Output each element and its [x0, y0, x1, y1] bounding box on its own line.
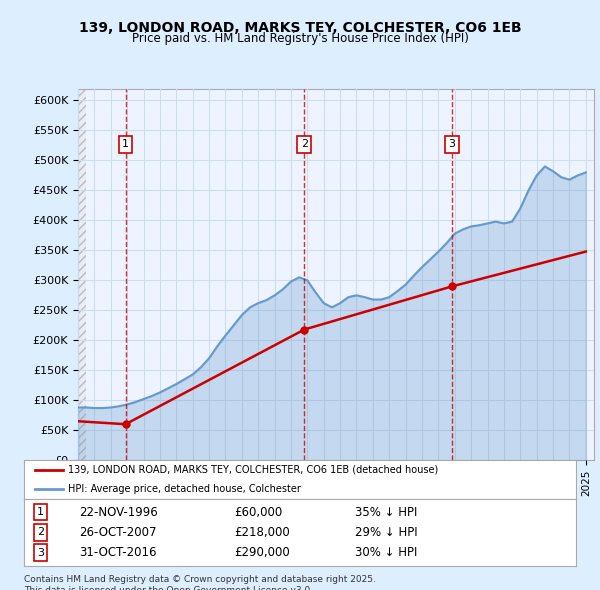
Text: HPI: Average price, detached house, Colchester: HPI: Average price, detached house, Colc… [68, 484, 301, 494]
Text: 29% ↓ HPI: 29% ↓ HPI [355, 526, 418, 539]
Text: 3: 3 [449, 139, 455, 149]
Text: 26-OCT-2007: 26-OCT-2007 [79, 526, 157, 539]
Text: 22-NOV-1996: 22-NOV-1996 [79, 506, 158, 519]
Text: £290,000: £290,000 [234, 546, 290, 559]
Text: £218,000: £218,000 [234, 526, 290, 539]
Text: Price paid vs. HM Land Registry's House Price Index (HPI): Price paid vs. HM Land Registry's House … [131, 32, 469, 45]
Text: 139, LONDON ROAD, MARKS TEY, COLCHESTER, CO6 1EB (detached house): 139, LONDON ROAD, MARKS TEY, COLCHESTER,… [68, 465, 439, 475]
Text: 2: 2 [301, 139, 308, 149]
Text: 1: 1 [37, 507, 44, 517]
Bar [78, 88, 86, 460]
Text: 2: 2 [37, 527, 44, 537]
Text: 1: 1 [122, 139, 129, 149]
Text: 30% ↓ HPI: 30% ↓ HPI [355, 546, 418, 559]
Text: £60,000: £60,000 [234, 506, 282, 519]
Text: 31-OCT-2016: 31-OCT-2016 [79, 546, 157, 559]
Text: 3: 3 [37, 548, 44, 558]
Text: 139, LONDON ROAD, MARKS TEY, COLCHESTER, CO6 1EB: 139, LONDON ROAD, MARKS TEY, COLCHESTER,… [79, 21, 521, 35]
Text: 35% ↓ HPI: 35% ↓ HPI [355, 506, 418, 519]
Text: Contains HM Land Registry data © Crown copyright and database right 2025.
This d: Contains HM Land Registry data © Crown c… [24, 575, 376, 590]
